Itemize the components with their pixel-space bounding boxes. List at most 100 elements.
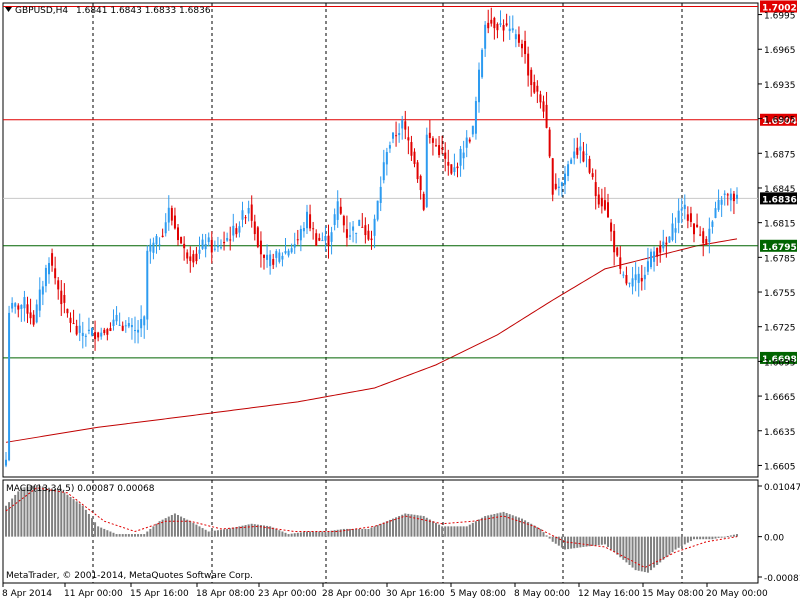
macd-bar: [32, 485, 35, 537]
macd-bar: [44, 487, 47, 537]
macd-bar: [269, 526, 272, 537]
candle-body: [290, 248, 293, 253]
candle-body: [717, 199, 720, 210]
macd-bar: [100, 527, 103, 537]
candle-body: [579, 146, 582, 151]
candle-body: [576, 147, 579, 155]
copyright-watermark: MetaTrader, © 2001-2014, MetaQuotes Soft…: [6, 571, 253, 581]
macd-bar: [299, 532, 302, 537]
macd-bar: [637, 536, 640, 571]
time-tick-label: 5 May 08:00: [450, 589, 506, 599]
macd-bar: [124, 534, 127, 537]
macd-bar: [75, 501, 78, 537]
macd-bar: [435, 522, 437, 537]
candle-body: [253, 221, 256, 235]
macd-bar: [29, 486, 32, 537]
candle-body: [570, 159, 573, 164]
candle-body: [361, 226, 364, 228]
candle-body: [517, 34, 520, 43]
candle-body: [66, 308, 69, 314]
candle-body: [453, 167, 456, 173]
macd-bar: [72, 499, 75, 537]
candle-body: [287, 250, 290, 256]
macd-bar: [143, 534, 146, 537]
macd-bar: [302, 531, 305, 537]
macd-bar: [640, 536, 643, 572]
candle-body: [170, 208, 173, 221]
candle-body: [474, 101, 477, 134]
price-tick-label: 1.6845: [764, 185, 796, 195]
macd-bar: [103, 528, 106, 537]
candle-body: [379, 186, 382, 203]
time-tick-label: 15 Apr 16:00: [130, 589, 189, 599]
candle-body: [471, 125, 474, 135]
candle-body: [696, 224, 699, 227]
macd-bar: [327, 531, 330, 537]
macd-bar: [149, 528, 152, 537]
candle-body: [634, 274, 637, 281]
macd-bar: [594, 536, 597, 546]
macd-bar: [662, 536, 665, 560]
time-tick-label: 23 Apr 00:00: [258, 589, 317, 599]
candle-body: [671, 223, 674, 241]
price-tick-label: 1.6935: [764, 81, 796, 91]
macd-bar: [438, 524, 441, 537]
macd-bar: [115, 534, 118, 537]
macd-bar: [349, 528, 351, 537]
candle-body: [511, 28, 514, 31]
macd-bar: [167, 516, 170, 537]
macd-bar: [324, 531, 327, 537]
candle-body: [339, 206, 342, 214]
macd-bar: [554, 536, 557, 544]
macd-bar: [35, 485, 38, 537]
dropdown-triangle-icon[interactable]: [5, 7, 12, 12]
macd-bar: [385, 521, 388, 537]
candle-body: [321, 240, 324, 242]
candle-body: [238, 226, 241, 233]
price-axis: 1.69951.69651.69351.69051.68751.68451.68…: [758, 12, 800, 584]
candle-body: [100, 332, 103, 337]
macd-bar: [686, 536, 689, 543]
price-level-label: 1.6795: [762, 243, 797, 253]
macd-bar: [330, 530, 333, 537]
macd-bar: [296, 532, 299, 537]
candle-body: [484, 24, 487, 49]
macd-bar: [152, 526, 155, 537]
candle-body: [235, 228, 238, 235]
macd-bar: [431, 521, 434, 537]
macd-bar: [109, 531, 112, 537]
macd-bar: [425, 517, 428, 537]
macd-bar: [388, 519, 391, 537]
macd-bar: [186, 519, 189, 537]
candle-body: [588, 158, 591, 173]
candle-body: [81, 332, 84, 336]
candle-body: [23, 297, 26, 309]
candle-body: [302, 227, 305, 232]
candle-body: [315, 233, 318, 247]
macd-bar: [591, 536, 594, 546]
candle-body: [416, 162, 419, 180]
candle-body: [143, 316, 146, 326]
macd-bar: [226, 528, 229, 537]
macd-bar: [585, 536, 588, 547]
candle-body: [109, 328, 112, 331]
candle-body: [226, 237, 229, 241]
candle-body: [699, 234, 702, 236]
candle-body: [542, 101, 545, 112]
macd-bar: [732, 534, 735, 537]
candle-body: [573, 151, 576, 159]
macd-bar: [653, 536, 656, 568]
candle-body: [63, 295, 66, 303]
macd-bar: [413, 514, 416, 537]
candle-body: [11, 302, 14, 309]
candle-body: [94, 332, 97, 340]
candle-body: [201, 239, 204, 249]
candle-body: [244, 217, 247, 219]
macd-bar: [736, 534, 738, 537]
macd-bar: [702, 536, 705, 540]
candle-body: [650, 251, 652, 268]
candle-body: [505, 23, 508, 26]
candle-body: [478, 69, 480, 103]
candle-body: [97, 332, 100, 338]
